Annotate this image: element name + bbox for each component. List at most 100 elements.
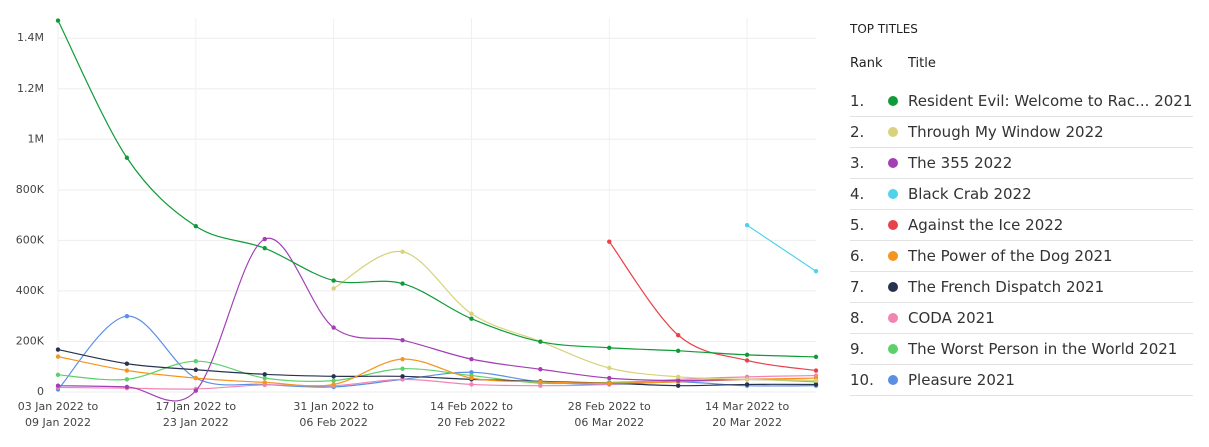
legend-row: 10. Pleasure 2021 bbox=[850, 365, 1193, 396]
data-point bbox=[675, 348, 681, 354]
data-point bbox=[744, 358, 750, 363]
legend-swatch bbox=[888, 96, 898, 106]
data-point bbox=[675, 332, 681, 338]
data-point bbox=[193, 224, 199, 229]
data-point bbox=[262, 246, 267, 251]
data-point bbox=[124, 377, 130, 382]
data-point bbox=[469, 311, 474, 316]
legend-label: The Power of the Dog 2021 bbox=[908, 247, 1113, 265]
legend-row: 5. Against the Ice 2022 bbox=[850, 210, 1193, 241]
legend-row: 7. The French Dispatch 2021 bbox=[850, 272, 1193, 303]
x-tick-label: 14 Feb 2022 to 20 Feb 2022 bbox=[429, 400, 513, 429]
legend-row: 2. Through My Window 2022 bbox=[850, 117, 1193, 148]
x-tick-label: 31 Jan 2022 to 06 Feb 2022 bbox=[293, 400, 374, 429]
legend-swatch bbox=[888, 189, 898, 199]
data-point bbox=[124, 361, 130, 366]
data-point bbox=[193, 388, 199, 393]
rank: 9. bbox=[850, 340, 865, 358]
legend-header: Rank Title bbox=[850, 56, 1193, 86]
y-tick-label: 1M bbox=[28, 132, 45, 145]
legend-title: TOP TITLES bbox=[850, 22, 918, 36]
legend-row: 9. The Worst Person in the World 2021 bbox=[850, 334, 1193, 365]
rank: 2. bbox=[850, 123, 865, 141]
series-line bbox=[746, 224, 817, 272]
rank: 8. bbox=[850, 309, 865, 327]
data-point bbox=[55, 18, 61, 23]
data-point bbox=[331, 325, 336, 330]
rank: 4. bbox=[850, 185, 865, 203]
legend-swatch bbox=[888, 375, 898, 385]
legend-swatch bbox=[888, 158, 898, 168]
legend-swatch bbox=[888, 220, 898, 230]
legend-swatch bbox=[888, 127, 898, 137]
data-point bbox=[813, 382, 819, 387]
data-point bbox=[813, 368, 819, 373]
data-point bbox=[55, 372, 61, 378]
data-point bbox=[400, 366, 405, 371]
data-point bbox=[193, 367, 199, 372]
legend-row: 6. The Power of the Dog 2021 bbox=[850, 241, 1193, 272]
data-point bbox=[607, 365, 612, 371]
legend-label: Pleasure 2021 bbox=[908, 371, 1015, 389]
legend-row: 3. The 355 2022 bbox=[850, 148, 1193, 179]
rank: 5. bbox=[850, 216, 865, 234]
series-line bbox=[57, 374, 817, 390]
rank: 1. bbox=[850, 92, 865, 110]
series-line bbox=[57, 348, 817, 387]
legend-swatch bbox=[888, 251, 898, 261]
y-tick-label: 400K bbox=[16, 284, 45, 297]
rank-header: Rank bbox=[850, 56, 883, 71]
data-point bbox=[262, 375, 267, 381]
data-point bbox=[262, 236, 267, 242]
data-point bbox=[469, 382, 474, 387]
data-point bbox=[331, 374, 336, 379]
legend-row: 4. Black Crab 2022 bbox=[850, 179, 1193, 210]
data-point bbox=[400, 281, 405, 286]
data-point bbox=[744, 382, 750, 387]
data-point bbox=[193, 358, 199, 364]
data-point bbox=[607, 380, 612, 386]
data-point bbox=[331, 378, 336, 383]
rank: 7. bbox=[850, 278, 865, 296]
legend-row: 1. Resident Evil: Welcome to Rac... 2021 bbox=[850, 86, 1193, 117]
data-point bbox=[262, 372, 267, 377]
series-line bbox=[608, 241, 817, 372]
data-point bbox=[400, 249, 405, 254]
legend-label: Black Crab 2022 bbox=[908, 185, 1032, 203]
y-tick-label: 1.2M bbox=[17, 82, 44, 95]
x-tick-label: 14 Mar 2022 to 20 Mar 2022 bbox=[704, 400, 790, 429]
data-point bbox=[400, 337, 405, 343]
x-tick-label: 03 Jan 2022 to 09 Jan 2022 bbox=[17, 400, 99, 429]
legend-label: Against the Ice 2022 bbox=[908, 216, 1064, 234]
data-point bbox=[607, 239, 612, 244]
data-point bbox=[607, 345, 612, 350]
legend-row: 8. CODA 2021 bbox=[850, 303, 1193, 334]
y-tick-label: 800K bbox=[16, 183, 45, 196]
series-line bbox=[333, 250, 817, 382]
data-point bbox=[469, 356, 474, 362]
data-point bbox=[124, 368, 130, 373]
y-tick-label: 0 bbox=[37, 385, 44, 398]
series-line bbox=[57, 356, 817, 387]
series-line bbox=[57, 237, 817, 402]
data-point bbox=[331, 286, 336, 291]
data-point bbox=[124, 155, 130, 160]
data-point bbox=[124, 384, 130, 390]
legend-swatch bbox=[888, 313, 898, 323]
legend-label: The French Dispatch 2021 bbox=[908, 278, 1105, 296]
rank: 10. bbox=[850, 371, 874, 389]
legend-swatch bbox=[888, 282, 898, 292]
data-point bbox=[744, 223, 750, 228]
data-point bbox=[813, 269, 819, 274]
legend-label: CODA 2021 bbox=[908, 309, 995, 327]
data-point bbox=[469, 316, 474, 321]
data-point bbox=[193, 375, 199, 381]
legend-label: The 355 2022 bbox=[908, 154, 1013, 172]
data-point bbox=[400, 377, 405, 382]
data-point bbox=[262, 380, 267, 385]
y-tick-label: 200K bbox=[16, 334, 45, 347]
data-point bbox=[538, 339, 543, 344]
chart: 0 200K 400K 600K 800K 1M 1.2M 1.4M bbox=[16, 18, 819, 402]
x-tick-label: 17 Jan 2022 to 23 Jan 2022 bbox=[155, 400, 237, 429]
